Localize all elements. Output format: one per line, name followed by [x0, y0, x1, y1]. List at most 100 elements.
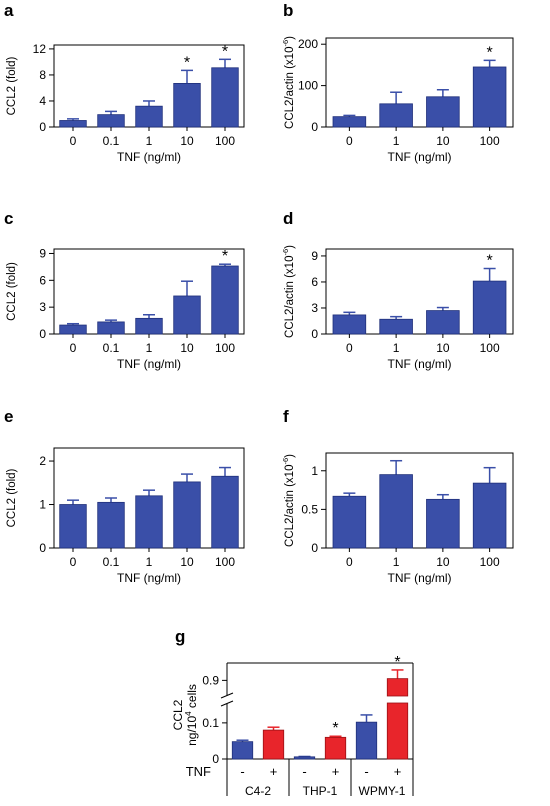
- x-tick-label: 10: [180, 134, 194, 148]
- x-tick-label: 10: [436, 134, 450, 148]
- tnf-row-label: TNF: [186, 764, 211, 779]
- x-tick-label: 1: [146, 555, 153, 569]
- bar: [426, 310, 460, 335]
- x-tick-label: 100: [215, 341, 235, 355]
- y-axis-label: CCL2/actin (x10-6): [281, 36, 296, 129]
- bar: [211, 475, 239, 549]
- x-tick-label: 1: [393, 555, 400, 569]
- bar: [231, 741, 254, 760]
- y-tick-label: 2: [39, 454, 46, 468]
- panel-label-b: b: [283, 1, 293, 20]
- y-tick-label: 1: [311, 464, 318, 478]
- bar: [59, 504, 87, 549]
- y-tick-label: 3: [39, 300, 46, 314]
- bar: [379, 318, 413, 335]
- y-tick-label: 9: [39, 246, 46, 260]
- panel-label-c: c: [4, 209, 13, 228]
- y-axis-label-text: CCL2/actin (x10: [284, 256, 296, 338]
- x-axis-label: TNF (ng/ml): [388, 571, 452, 585]
- bar: [173, 82, 201, 128]
- y-tick-label: 9: [311, 249, 318, 263]
- x-tick-label: 100: [215, 555, 235, 569]
- y-axis-label-suffix: ): [284, 245, 296, 249]
- y-axis-label-text: CCL2/actin (x10: [284, 465, 296, 547]
- bar: [379, 474, 413, 549]
- y-tick-label: 6: [39, 273, 46, 287]
- bar: [135, 495, 163, 549]
- chart-panel-g: 0 0.1 0.9 - + - * + - * + C4-2 THP-1 WPMY-1 TNF CCL2ng/…: [171, 654, 414, 798]
- y-tick-label: 0.1: [202, 716, 219, 730]
- bar: [379, 103, 413, 128]
- y-tick-label: 0.5: [301, 502, 318, 516]
- plot-frame: [325, 452, 514, 549]
- significance-star: *: [222, 248, 228, 265]
- y-tick-label: 100: [298, 79, 318, 93]
- x-tick-label: 0: [346, 134, 353, 148]
- x-tick-label: 0: [346, 555, 353, 569]
- axis-break-mark: [220, 692, 234, 699]
- bar: [59, 120, 87, 128]
- x-tick-label: 100: [480, 555, 500, 569]
- group-label: THP-1: [303, 784, 338, 798]
- y-axis-label: CCL2 (fold): [6, 262, 18, 321]
- y-tick-label: 6: [311, 275, 318, 289]
- x-tick-label: 100: [215, 134, 235, 148]
- y-tick-label: 3: [311, 301, 318, 315]
- chart-panel-d: 0 3 6 9 0 1 10 * 100 TNF (ng/ml) CCL2/actin (x10-6…: [281, 245, 514, 371]
- x-tick-label: 1: [393, 341, 400, 355]
- bar: [135, 317, 163, 335]
- y-axis-label: CCL2 (fold): [6, 468, 18, 527]
- y-tick-label: 0: [311, 541, 318, 555]
- plot-frame: [325, 248, 514, 335]
- y-axis-label: CCL2/actin (x10-6): [281, 454, 296, 547]
- y-axis-label-sup: -6: [281, 458, 290, 465]
- y-axis-label-line2: ng/104 cells: [184, 684, 199, 746]
- bar: [293, 756, 316, 760]
- significance-star: *: [332, 720, 338, 737]
- x-tick-label: 10: [436, 555, 450, 569]
- y-axis-label-text: ng/10: [185, 716, 199, 746]
- y-axis-label-sup: -6: [281, 249, 290, 256]
- y-tick-label: 200: [298, 37, 318, 51]
- axis-break-mark: [220, 700, 234, 707]
- bar: [426, 96, 460, 128]
- x-axis-label: TNF (ng/ml): [117, 150, 181, 164]
- x-tick-label: 10: [436, 341, 450, 355]
- x-axis-label: TNF (ng/ml): [388, 357, 452, 371]
- y-axis-label: CCL2/actin (x10-6): [281, 245, 296, 338]
- bar: [332, 314, 367, 335]
- y-axis-label-text: CCL2 (fold): [6, 262, 18, 321]
- bar: [426, 498, 460, 549]
- bar: [262, 729, 285, 760]
- bar: [97, 501, 125, 549]
- x-axis-label: TNF (ng/ml): [117, 357, 181, 371]
- plot-frame: [325, 37, 514, 128]
- bar: [97, 321, 125, 335]
- x-tick-label: 1: [393, 134, 400, 148]
- panel-label-e: e: [4, 407, 13, 426]
- y-axis-label-sup: 4: [184, 711, 193, 716]
- y-axis-label-line1: CCL2: [171, 699, 185, 730]
- y-tick-label: 0: [39, 541, 46, 555]
- y-axis-label-suffix: cells: [185, 684, 199, 711]
- y-axis-label-sup: -6: [281, 40, 290, 47]
- bar: [211, 265, 239, 335]
- bar: [472, 482, 507, 549]
- tnf-sign-label: -: [240, 764, 244, 779]
- tnf-sign-label: -: [364, 764, 368, 779]
- tnf-sign-label: -: [302, 764, 306, 779]
- y-tick-label: 4: [39, 94, 46, 108]
- bar-lower-segment: [386, 702, 409, 760]
- y-tick-label: 0: [212, 752, 219, 766]
- y-axis-label-text: CCL2/actin (x10: [284, 47, 296, 129]
- bar: [97, 114, 125, 128]
- x-tick-label: 0.1: [103, 134, 120, 148]
- bar: [355, 721, 378, 760]
- tnf-sign-label: +: [270, 764, 278, 779]
- panel-label-g: g: [175, 627, 185, 646]
- bar: [472, 66, 507, 128]
- bar: [472, 280, 507, 335]
